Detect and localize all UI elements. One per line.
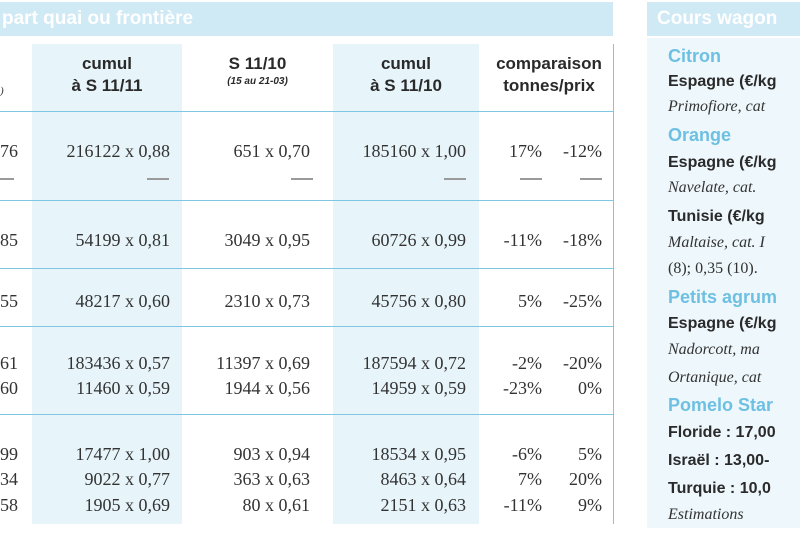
table-cell: 54199 x 0,81 [75, 230, 171, 250]
table-cell: -6% [512, 444, 542, 464]
table-cell: 14959 x 0,59 [371, 378, 467, 398]
table-cell: 48217 x 0,60 [75, 291, 171, 311]
table-cell: 58 [0, 495, 18, 515]
column-header-s11-10: S 11/10 (15 au 21-03) [190, 53, 325, 89]
table-cell: 99 [0, 444, 18, 464]
side-heading-petits-agrumes: Petits agrum [668, 287, 778, 307]
column-header-line1: cumul [81, 54, 133, 73]
side-line: Navelate, cat. [668, 179, 757, 196]
table-divider [0, 268, 613, 269]
side-line: Primofiore, cat [668, 98, 766, 115]
table-cell: 60 [0, 378, 18, 398]
side-panel-background [647, 38, 800, 528]
table-cell: 45756 x 0,80 [371, 291, 467, 311]
table-cell: 216122 x 0,88 [66, 141, 171, 161]
table-cell: 651 x 0,70 [233, 141, 311, 161]
empty-value-dash [291, 178, 313, 180]
table-cell: 17477 x 1,00 [75, 444, 171, 464]
shaded-column-cumul-10 [333, 44, 479, 524]
table-cell: -23% [503, 378, 542, 398]
section-title-right: Cours wagon [657, 8, 778, 29]
table-cell: 11460 x 0,59 [76, 378, 170, 398]
table-cell: 7% [518, 469, 542, 489]
table-cell: 183436 x 0,57 [66, 353, 171, 373]
table-cell: -25% [563, 291, 602, 311]
table-cell: 60726 x 0,99 [371, 230, 467, 250]
table-cell: 0% [578, 378, 602, 398]
side-heading-citron: Citron [668, 46, 721, 66]
column-header-fragment: ) [0, 85, 4, 97]
table-cell: 1944 x 0,56 [224, 378, 311, 398]
section-header-right: Cours wagon [647, 2, 800, 36]
table-cell: 363 x 0,63 [233, 469, 311, 489]
empty-value-dash [520, 178, 542, 180]
table-cell: 76 [0, 141, 18, 161]
column-header-line1: cumul [380, 54, 432, 73]
table-cell: 185160 x 1,00 [362, 141, 467, 161]
column-header-line2: à S 11/10 [370, 76, 442, 95]
table-divider [0, 200, 613, 201]
table-cell: 34 [0, 469, 18, 489]
table-divider [0, 111, 613, 112]
table-cell: 5% [578, 444, 602, 464]
table-cell: 187594 x 0,72 [362, 353, 467, 373]
side-line: Espagne (€/kg [668, 315, 777, 332]
column-header-line1: comparaison [496, 54, 602, 73]
column-header-line2: à S 11/11 [71, 76, 143, 95]
table-cell: -12% [563, 141, 602, 161]
table-cell: 85 [0, 230, 18, 250]
table-cell: 9022 x 0,77 [84, 469, 171, 489]
side-line: Tunisie (€/kg [668, 208, 765, 225]
table-divider [0, 414, 613, 415]
section-title-left: part quai ou frontière [2, 8, 194, 29]
side-line: Floride : 17,00 [668, 424, 776, 441]
empty-value-dash [147, 178, 169, 180]
side-line: Turquie : 10,0 [668, 480, 771, 497]
column-header-cumul-10: cumul à S 11/10 [333, 53, 479, 97]
side-line: Estimations [668, 506, 744, 523]
column-header-cumul-11: cumul à S 11/11 [32, 53, 182, 97]
table-cell: 17% [509, 141, 542, 161]
table-cell: 903 x 0,94 [233, 444, 311, 464]
table-edge [613, 44, 614, 524]
shaded-column-cumul-11 [32, 44, 182, 524]
table-cell: 9% [578, 495, 602, 515]
table-cell: -2% [512, 353, 542, 373]
table-cell: 3049 x 0,95 [224, 230, 311, 250]
side-line: Maltaise, cat. I [668, 234, 765, 251]
column-header-line2: tonnes/prix [503, 76, 595, 95]
table-cell: -11% [503, 230, 542, 250]
table-cell: -20% [563, 353, 602, 373]
table-cell: 55 [0, 291, 18, 311]
table-divider [0, 326, 613, 327]
side-line: Espagne (€/kg [668, 154, 777, 171]
table-cell: 8463 x 0,64 [380, 469, 467, 489]
side-line: Israël : 13,00- [668, 452, 770, 469]
empty-value-dash [0, 178, 14, 180]
side-line: Espagne (€/kg [668, 73, 777, 90]
table-cell: 2151 x 0,63 [380, 495, 467, 515]
table-cell: 1905 x 0,69 [84, 495, 171, 515]
table-cell: 80 x 0,61 [242, 495, 311, 515]
column-header-comparaison: comparaison tonnes/prix [485, 53, 613, 97]
side-line: Ortanique, cat [668, 369, 762, 386]
table-cell: 18534 x 0,95 [371, 444, 467, 464]
side-heading-pomelo: Pomelo Star [668, 395, 774, 415]
column-header-subtitle: (15 au 21-03) [227, 76, 288, 87]
table-cell: 5% [518, 291, 542, 311]
table-cell: -18% [563, 230, 602, 250]
column-header-line1: S 11/10 [228, 54, 287, 73]
table-cell: 11397 x 0,69 [216, 353, 310, 373]
table-cell: 2310 x 0,73 [224, 291, 311, 311]
table-cell: -11% [503, 495, 542, 515]
side-heading-orange: Orange [668, 125, 732, 145]
table-cell: 61 [0, 353, 18, 373]
table-cell: 20% [569, 469, 602, 489]
empty-value-dash [444, 178, 466, 180]
side-line: Nadorcott, ma [668, 341, 760, 358]
side-line: (8); 0,35 (10). [668, 260, 758, 277]
section-header-left: part quai ou frontière [0, 2, 613, 36]
empty-value-dash [580, 178, 602, 180]
